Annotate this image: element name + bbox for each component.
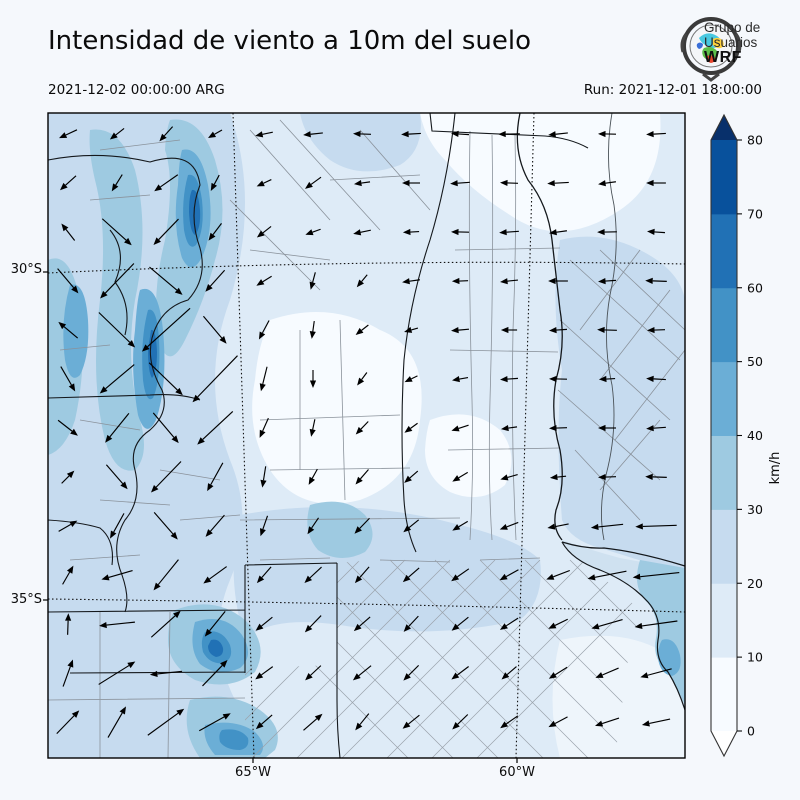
map-border — [47, 112, 686, 759]
lon-label-60w: 60°W — [499, 765, 535, 780]
colorbar-bins — [710, 113, 738, 758]
svg-text:30: 30 — [747, 502, 763, 517]
run-time-label: Run: 2021-12-01 18:00:00 — [583, 82, 762, 98]
svg-text:60: 60 — [747, 280, 763, 295]
svg-text:0: 0 — [747, 724, 755, 739]
colorbar-units-label: km/h — [768, 452, 783, 485]
lat-label-35s: 35°S — [10, 592, 42, 607]
logo-line-1: Grupo de — [704, 20, 761, 35]
page-title: Intensidad de viento a 10m del suelo — [48, 26, 532, 56]
rivers-and-coast — [516, 112, 686, 711]
logo-line-3: WRF — [704, 49, 742, 66]
svg-text:20: 20 — [747, 576, 763, 591]
svg-text:10: 10 — [747, 650, 763, 665]
svg-text:50: 50 — [747, 354, 763, 369]
wind-speed-shading — [48, 113, 685, 758]
graticule — [47, 112, 686, 759]
lon-label-65w: 65°W — [235, 765, 271, 780]
estuary-north-shore — [561, 541, 686, 567]
colorbar-svg: 0 10 20 30 40 50 60 70 80 km/h — [710, 113, 783, 758]
svg-text:40: 40 — [747, 428, 763, 443]
uruguay-river — [600, 112, 617, 541]
svg-text:80: 80 — [747, 133, 763, 148]
parana-river — [516, 112, 563, 541]
atlantic-coast — [561, 541, 686, 711]
parallel-35s — [47, 598, 686, 613]
colorbar-ticks: 0 10 20 30 40 50 60 70 80 — [737, 133, 763, 739]
wrf-group-logo-icon — [680, 17, 742, 82]
wind-map — [43, 112, 686, 763]
logo-text: Grupo de Usuarios WRF — [704, 20, 761, 66]
wind-arrows — [56, 126, 680, 738]
svg-text:70: 70 — [747, 206, 763, 221]
valid-time-label: 2021-12-02 00:00:00 ARG — [48, 82, 225, 98]
axis-ticks — [43, 271, 518, 763]
lat-label-30s: 30°S — [10, 262, 42, 277]
department-boundaries — [48, 119, 685, 758]
logo-line-2: Usuarios — [704, 35, 758, 50]
